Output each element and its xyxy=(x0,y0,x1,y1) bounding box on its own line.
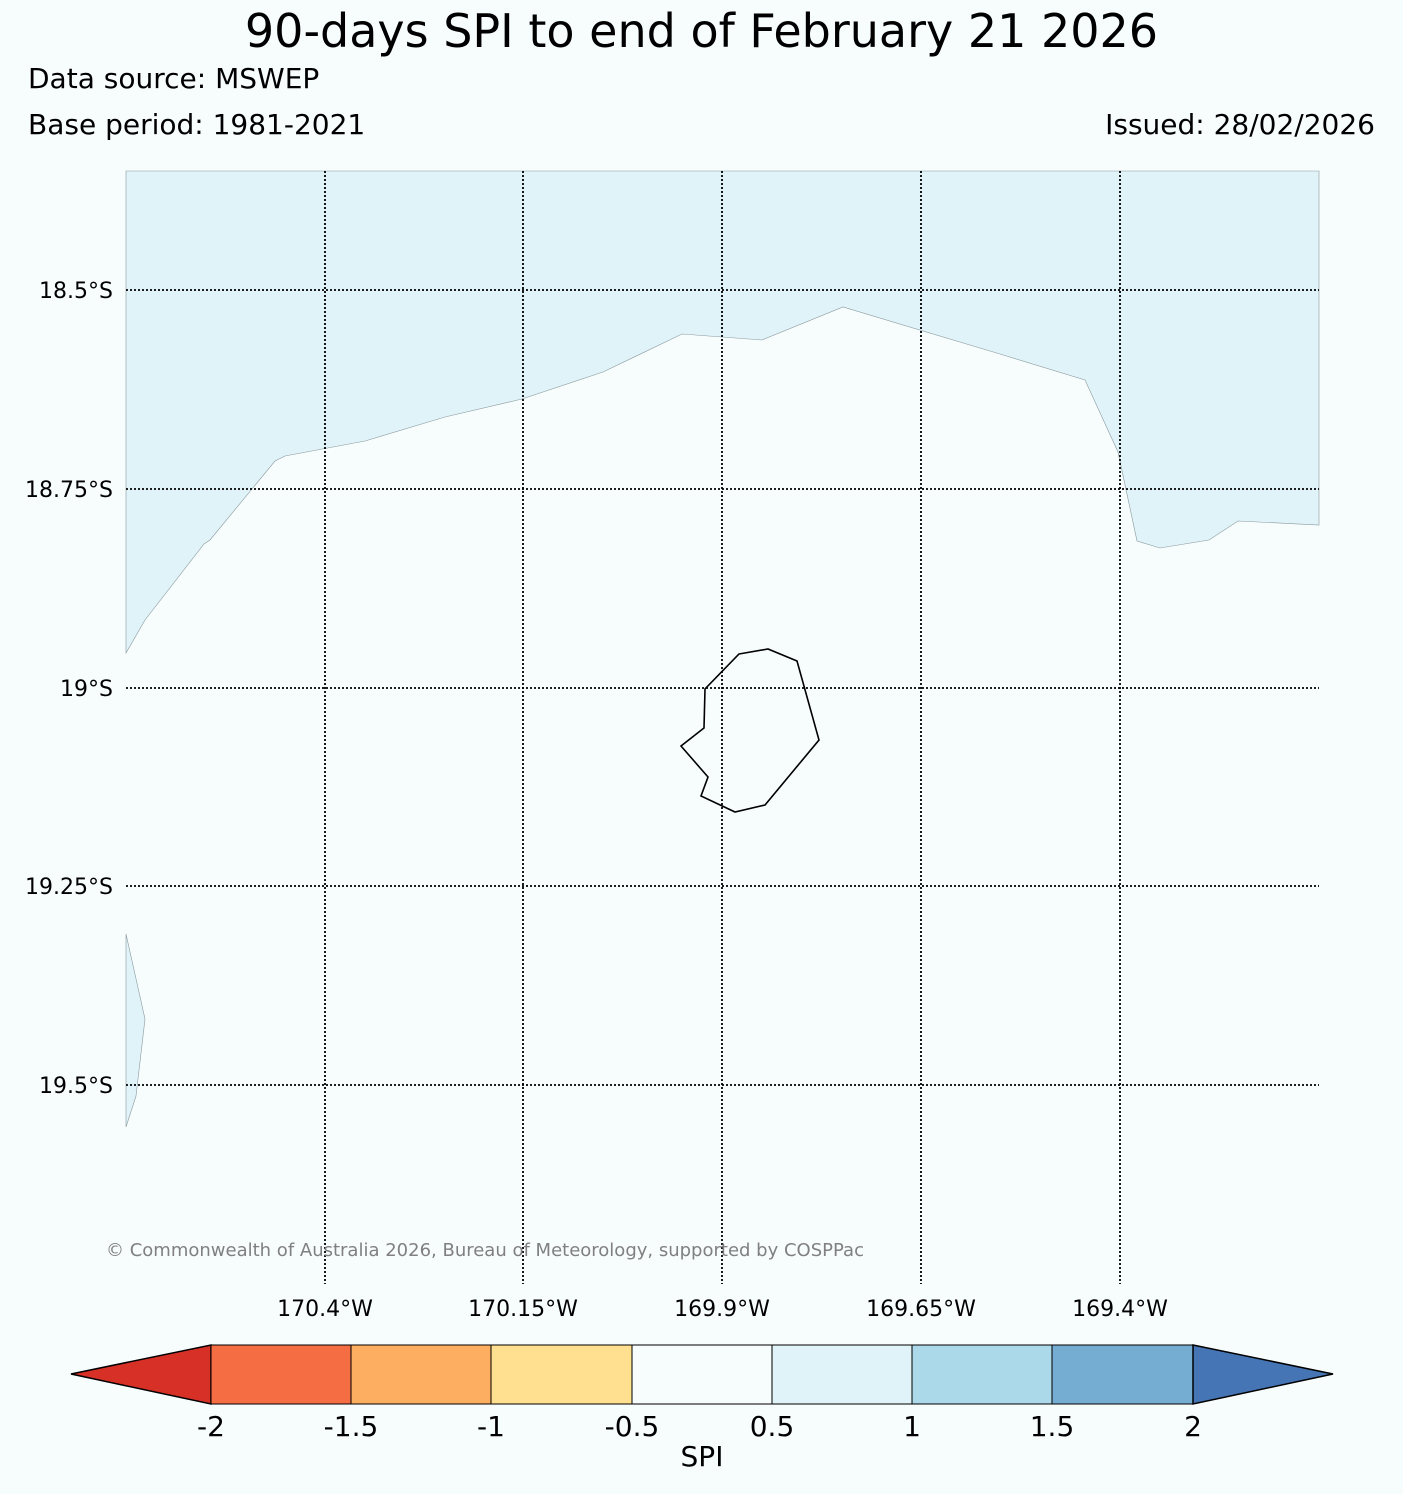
longitude-labels: 170.4°W 170.15°W 169.9°W 169.65°W 169.4°… xyxy=(277,1297,1168,1322)
colorbar-swatch xyxy=(350,1344,492,1405)
colorbar-tick: 2 xyxy=(1184,1410,1202,1443)
colorbar-swatch xyxy=(771,1344,913,1405)
lat-label: 18.75°S xyxy=(25,478,113,503)
lat-label: 19°S xyxy=(60,677,113,702)
colorbar-tick: 1 xyxy=(903,1410,921,1443)
longitude-gridlines xyxy=(324,171,1121,1284)
lon-label: 169.4°W xyxy=(1072,1297,1168,1322)
colorbar-swatch xyxy=(631,1344,773,1405)
colorbar-tick: 0.5 xyxy=(750,1410,795,1443)
colorbar-swatch xyxy=(490,1344,633,1405)
data-source-label: Data source: MSWEP xyxy=(28,62,320,95)
colorbar-extend-low xyxy=(70,1344,212,1405)
colorbar-swatch xyxy=(1051,1344,1194,1405)
lon-label: 170.4°W xyxy=(277,1297,373,1322)
issued-date-label: Issued: 28/02/2026 xyxy=(1105,108,1375,141)
lon-label: 169.65°W xyxy=(866,1297,976,1322)
latitude-labels: 18.5°S 18.75°S 19°S 19.25°S 19.5°S xyxy=(25,279,113,1099)
spi-region-west xyxy=(125,933,146,1128)
island-coastline xyxy=(679,648,820,813)
lat-label: 18.5°S xyxy=(39,279,113,304)
colorbar-extend-high xyxy=(1192,1344,1334,1405)
map-title: 90-days SPI to end of February 21 2026 xyxy=(244,4,1159,58)
base-period-label: Base period: 1981-2021 xyxy=(28,108,366,141)
colorbar-tick: 1.5 xyxy=(1030,1410,1075,1443)
colorbar-tick: -1 xyxy=(477,1410,505,1443)
colorbar: -2 -1.5 -1 -0.5 0.5 1 1.5 2 SPI xyxy=(70,1344,1334,1473)
lat-label: 19.25°S xyxy=(25,875,113,900)
colorbar-swatch xyxy=(210,1344,352,1405)
lon-label: 169.9°W xyxy=(674,1297,770,1322)
lat-label: 19.5°S xyxy=(39,1074,113,1099)
colorbar-swatch xyxy=(911,1344,1053,1405)
lon-label: 170.15°W xyxy=(468,1297,578,1322)
colorbar-tick: -0.5 xyxy=(605,1410,660,1443)
copyright-notice: © Commonwealth of Australia 2026, Bureau… xyxy=(106,1240,864,1261)
colorbar-tick: -1.5 xyxy=(324,1410,379,1443)
colorbar-title: SPI xyxy=(681,1440,724,1473)
colorbar-tick: -2 xyxy=(197,1410,225,1443)
